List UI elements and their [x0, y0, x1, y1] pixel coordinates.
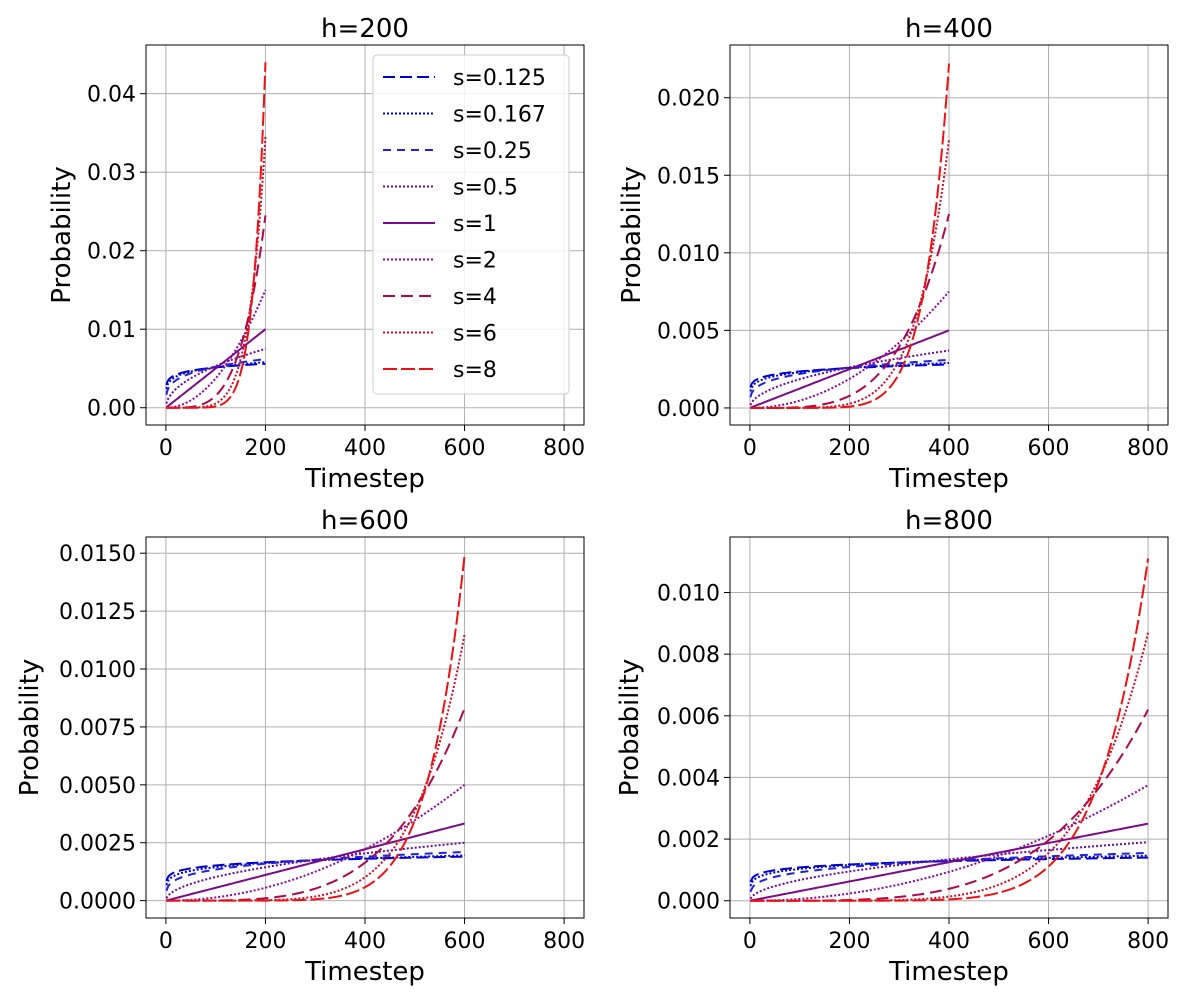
x-tick-label: 800 — [1127, 929, 1169, 954]
x-tick-label: 0 — [743, 436, 757, 461]
x-tick-label: 0 — [159, 436, 173, 461]
y-axis-label: Probability — [15, 659, 45, 796]
y-tick-label: 0.004 — [657, 766, 720, 791]
y-tick-label: 0.02 — [87, 240, 136, 265]
series-line-s-8 — [750, 63, 950, 409]
x-tick-label: 600 — [444, 929, 486, 954]
y-tick-label: 0.000 — [657, 397, 720, 422]
x-tick-label: 800 — [1127, 436, 1169, 461]
x-axis-label: Timestep — [304, 957, 425, 987]
series-line-s-4 — [750, 213, 950, 409]
subplot-title: h=200 — [321, 14, 409, 44]
x-tick-label: 800 — [543, 929, 585, 954]
x-axis-label: Timestep — [304, 464, 425, 494]
y-axis-label: Probability — [617, 166, 647, 303]
y-tick-label: 0.005 — [657, 319, 720, 344]
series-line-s-2 — [166, 289, 267, 409]
subplot-h400: 0 200 400 600 800 0.000 0.005 0.010 0.015 0.020 h=… — [617, 14, 1169, 494]
series-line-s-8 — [750, 558, 1150, 902]
series-line-s-0.5 — [165, 841, 465, 899]
subplot-h600: 0 200 400 600 800 0.0000 0.0025 0.0050 0.0075 0.0… — [15, 506, 585, 987]
x-tick-label: 400 — [344, 929, 386, 954]
series-line-s-0.25 — [165, 358, 266, 395]
y-tick-label: 0.0100 — [59, 658, 136, 683]
series-line-s-0.5 — [749, 349, 950, 406]
y-tick-label: 0.010 — [657, 242, 720, 267]
series-line-s-4 — [166, 708, 466, 902]
series-line-s-1 — [750, 822, 1149, 902]
legend-entry-label: s=4 — [453, 285, 497, 310]
y-tick-label: 0.020 — [657, 87, 720, 112]
y-tick-label: 0.0050 — [59, 774, 136, 799]
x-tick-label: 200 — [244, 929, 286, 954]
x-tick-label: 400 — [344, 436, 386, 461]
x-axis-label: Timestep — [888, 957, 1009, 987]
subplot-h800: 0 200 400 600 800 0.000 0.002 0.004 0.006 0.008 0.… — [615, 506, 1169, 987]
legend-entry-label: s=6 — [453, 322, 497, 347]
legend-entry-label: s=8 — [453, 358, 497, 383]
legend-entry-label: s=0.125 — [453, 66, 546, 91]
legend-entry-label: s=0.167 — [453, 103, 546, 128]
y-axis-label: Probability — [47, 166, 77, 303]
series-line-s-6 — [750, 139, 950, 409]
series-line-s-0.5 — [749, 841, 1149, 900]
x-tick-label: 200 — [828, 929, 870, 954]
y-tick-label: 0.01 — [87, 318, 136, 343]
legend-entry-label: s=2 — [453, 249, 497, 274]
series-line-s-4 — [750, 709, 1149, 902]
legend-entry-label: s=1 — [453, 212, 497, 237]
y-tick-label: 0.006 — [657, 705, 720, 730]
series-line-s-2 — [750, 784, 1149, 902]
y-tick-label: 0.0000 — [59, 890, 136, 915]
y-tick-label: 0.0150 — [59, 542, 136, 567]
legend-entry-label: s=0.5 — [453, 176, 518, 201]
y-tick-label: 0.002 — [657, 828, 720, 853]
series-line-s-0.167 — [749, 361, 950, 392]
legend-entry-label: s=0.25 — [453, 139, 532, 164]
series-line-s-8 — [166, 555, 466, 902]
y-tick-label: 0.0025 — [59, 832, 136, 857]
y-tick-label: 0.015 — [657, 164, 720, 189]
series-line-s-0.25 — [749, 851, 1149, 893]
series-line-s-1 — [166, 822, 465, 902]
series-line-s-1 — [750, 329, 950, 409]
y-tick-label: 0.04 — [87, 83, 136, 108]
y-tick-label: 0.010 — [657, 581, 720, 606]
series-line-s-8 — [166, 62, 267, 409]
x-tick-label: 0 — [743, 929, 757, 954]
series-line-s-0.167 — [749, 854, 1149, 887]
subplot-title: h=600 — [321, 506, 409, 536]
y-tick-label: 0.03 — [87, 161, 136, 186]
x-tick-label: 0 — [159, 929, 173, 954]
x-tick-label: 600 — [1028, 929, 1070, 954]
y-tick-label: 0.0125 — [59, 600, 136, 625]
x-tick-label: 400 — [928, 929, 970, 954]
series-line-s-6 — [166, 136, 267, 409]
subplot-h200: 0 200 400 600 800 0.00 0.01 0.02 0.03 0.04 h=200 Ti… — [47, 14, 585, 494]
series-line-s-2 — [166, 784, 466, 902]
x-tick-label: 200 — [828, 436, 870, 461]
x-tick-label: 200 — [244, 436, 286, 461]
y-tick-label: 0.00 — [87, 397, 136, 422]
subplot-title: h=400 — [905, 14, 993, 44]
x-tick-label: 400 — [928, 436, 970, 461]
legend-box — [372, 54, 570, 395]
x-tick-label: 600 — [1028, 436, 1070, 461]
subplot-title: h=800 — [905, 506, 993, 536]
y-tick-label: 0.008 — [657, 643, 720, 668]
series-line-s-0.125 — [749, 856, 1149, 883]
series-line-s-1 — [165, 328, 267, 409]
x-tick-label: 800 — [543, 436, 585, 461]
y-axis-label: Probability — [615, 659, 645, 796]
legend: s=0.125 s=0.167 s=0.25 s=0.5 s=1 s=2 s=4 s=6 s=8 — [372, 54, 570, 395]
y-tick-label: 0.000 — [657, 890, 720, 915]
series-line-s-0.25 — [749, 358, 950, 398]
x-axis-label: Timestep — [888, 464, 1009, 494]
y-tick-label: 0.0075 — [59, 716, 136, 741]
x-tick-label: 600 — [444, 436, 486, 461]
